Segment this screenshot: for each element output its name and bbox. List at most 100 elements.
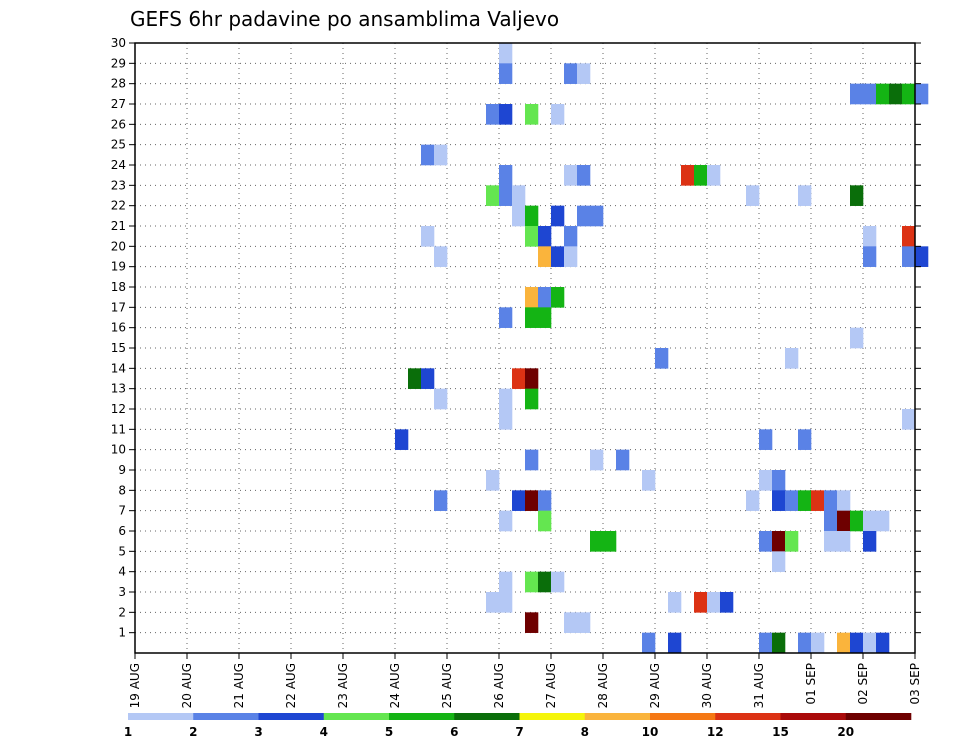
data-cell <box>915 83 929 105</box>
data-cell <box>759 470 773 491</box>
data-cell <box>590 205 604 227</box>
data-cell <box>876 632 890 654</box>
x-tick-label: 21 AUG <box>232 663 246 708</box>
data-cell <box>850 83 864 105</box>
data-cell <box>395 429 409 450</box>
legend-label: 5 <box>385 725 393 739</box>
data-cell <box>512 185 526 206</box>
data-cell <box>538 226 552 247</box>
data-cell <box>512 368 526 389</box>
data-cell <box>876 510 890 532</box>
data-cell <box>720 592 734 613</box>
data-cell <box>811 490 825 511</box>
x-tick-label: 26 AUG <box>492 663 506 708</box>
y-axis-ticks: 1234567891011121314151617181920212223242… <box>111 36 921 640</box>
data-cell <box>837 510 851 532</box>
data-cell <box>486 592 500 613</box>
data-cell <box>837 531 851 552</box>
legend-label: 3 <box>254 725 262 739</box>
x-tick-label: 20 AUG <box>180 663 194 708</box>
y-tick-label: 16 <box>111 321 126 335</box>
data-cell <box>668 632 682 654</box>
data-cell <box>512 490 526 511</box>
y-tick-label: 13 <box>111 382 126 396</box>
data-cell <box>421 144 435 166</box>
color-legend: 1 2 3 4 5 6 7 8 10 12 15 20 <box>124 713 912 739</box>
data-cell <box>538 246 552 267</box>
data-cell <box>525 104 539 125</box>
chart-title: GEFS 6hr padavine po ansamblima Valjevo <box>130 7 559 31</box>
data-cell <box>759 531 773 552</box>
data-cell <box>694 165 708 186</box>
data-cell <box>499 409 513 430</box>
x-tick-label: 01 SEP <box>804 663 818 705</box>
y-tick-label: 5 <box>118 544 126 558</box>
data-cell <box>642 470 656 491</box>
data-cell <box>499 185 513 206</box>
y-tick-label: 4 <box>118 565 126 579</box>
data-cell <box>811 632 825 654</box>
data-cell <box>551 287 565 308</box>
data-cell <box>616 449 630 471</box>
data-cell <box>772 632 786 654</box>
legend-label: 2 <box>189 725 197 739</box>
x-tick-label: 03 SEP <box>908 663 922 705</box>
y-tick-label: 30 <box>111 36 126 50</box>
data-cell <box>538 571 552 593</box>
data-cell <box>434 144 448 166</box>
data-cell <box>850 632 864 654</box>
data-cell <box>707 165 721 186</box>
y-tick-label: 20 <box>111 239 126 253</box>
data-cell <box>564 226 578 247</box>
data-cell <box>772 531 786 552</box>
y-tick-label: 11 <box>111 422 126 436</box>
data-cell <box>499 43 513 64</box>
legend-label: 12 <box>707 725 724 739</box>
data-cell <box>850 327 864 349</box>
data-cell <box>902 226 916 247</box>
data-cell <box>707 592 721 613</box>
x-tick-label: 27 AUG <box>544 663 558 708</box>
legend-label: 10 <box>642 725 659 739</box>
legend-swatch <box>258 713 325 720</box>
data-cell <box>759 429 773 450</box>
data-cell <box>525 307 539 328</box>
data-cell <box>564 165 578 186</box>
data-cell <box>824 490 838 511</box>
y-tick-label: 14 <box>111 361 126 375</box>
data-cell <box>525 388 539 410</box>
data-cell <box>525 490 539 511</box>
data-cell <box>850 510 864 532</box>
data-cell <box>590 531 604 552</box>
data-cell <box>681 165 695 186</box>
x-tick-label: 30 AUG <box>700 663 714 708</box>
legend-label: 15 <box>772 725 789 739</box>
data-cell <box>759 632 773 654</box>
data-cell <box>564 246 578 267</box>
data-cell <box>538 490 552 511</box>
data-cell <box>525 571 539 593</box>
data-cell <box>577 63 591 84</box>
data-cell <box>837 490 851 511</box>
x-tick-label: 28 AUG <box>596 663 610 708</box>
legend-swatch <box>323 713 390 720</box>
y-tick-label: 8 <box>118 483 126 497</box>
y-tick-label: 29 <box>111 56 126 70</box>
data-cell <box>499 510 513 532</box>
x-tick-label: 19 AUG <box>128 663 142 708</box>
data-cell <box>785 490 799 511</box>
data-cell <box>434 388 448 410</box>
y-tick-label: 19 <box>111 260 126 274</box>
data-cell <box>499 165 513 186</box>
data-cell <box>863 246 877 267</box>
data-cell <box>798 185 812 206</box>
data-cell <box>694 592 708 613</box>
y-tick-label: 28 <box>111 77 126 91</box>
data-cell <box>915 246 929 267</box>
data-cell <box>421 368 435 389</box>
y-tick-label: 26 <box>111 117 126 131</box>
data-cell <box>850 185 864 206</box>
data-cell <box>499 592 513 613</box>
legend-label: 4 <box>320 725 328 739</box>
